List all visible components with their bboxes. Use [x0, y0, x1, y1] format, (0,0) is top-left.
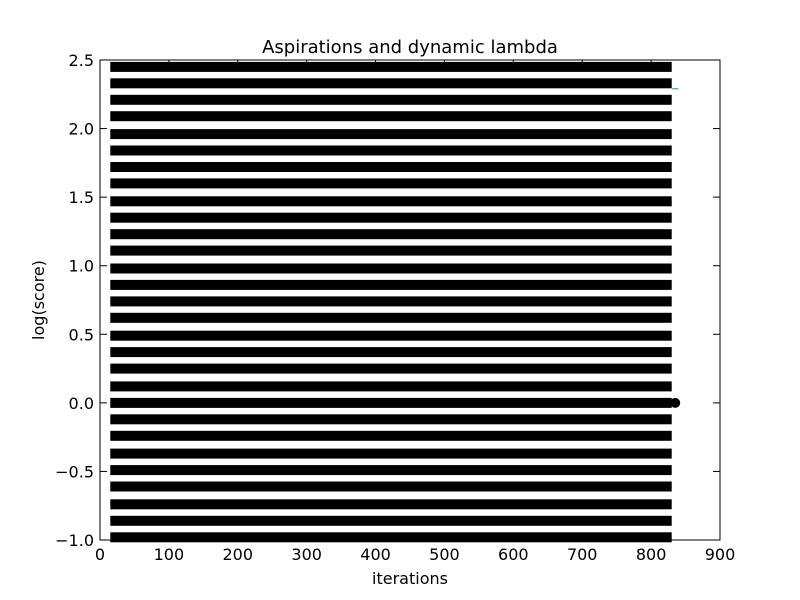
y-tick-label: 1.0 — [69, 257, 94, 276]
y-tick-label: 0.5 — [69, 325, 94, 344]
data-point-row — [110, 162, 672, 172]
data-point-row — [110, 515, 672, 526]
y-tick-label: 2.5 — [69, 51, 94, 70]
data-point-row — [110, 178, 672, 189]
x-tick-label: 0 — [95, 545, 105, 564]
x-tick-label: 200 — [223, 545, 254, 564]
x-tick-label: 800 — [636, 545, 667, 564]
data-point-row — [110, 61, 672, 72]
y-tick-label: 1.5 — [69, 188, 94, 207]
data-point-row — [110, 363, 672, 374]
axis-ticks: 0 100 200 300 400 500 600 700 800 900 −1.0 −0.5 0.0 0… — [55, 51, 735, 564]
data-point-row — [110, 212, 672, 223]
data-point-row — [110, 129, 672, 140]
data-point-row — [110, 481, 672, 492]
data-point-row — [110, 381, 672, 392]
data-point-row — [110, 499, 672, 510]
x-tick-label: 100 — [154, 545, 185, 564]
data-point-row — [110, 296, 672, 307]
x-tick-label: 400 — [360, 545, 391, 564]
y-tick-label: 0.0 — [69, 394, 94, 413]
plot-frame — [99, 59, 721, 541]
data-point-row — [110, 111, 672, 122]
x-tick-label: 300 — [291, 545, 322, 564]
y-tick-label: −0.5 — [55, 462, 94, 481]
x-tick-label: 700 — [567, 545, 598, 564]
data-point-row — [110, 263, 672, 274]
data-point-row — [110, 312, 672, 323]
data-point-endpoint — [670, 397, 681, 408]
data-point-row — [110, 245, 672, 256]
data-point-row — [110, 414, 672, 425]
data-point-row — [110, 347, 672, 358]
data-point-row — [110, 532, 672, 543]
data-point-row — [110, 465, 672, 476]
data-point-row — [110, 145, 672, 156]
x-tick-label: 900 — [705, 545, 736, 564]
data-marks — [110, 61, 681, 543]
y-tick-label: −1.0 — [55, 531, 94, 550]
data-point-row — [110, 196, 672, 207]
x-axis-label: iterations — [372, 569, 448, 588]
data-point-row — [110, 229, 672, 240]
data-point-row — [110, 94, 672, 105]
x-tick-label: 600 — [498, 545, 529, 564]
y-axis-label: log(score) — [29, 260, 48, 340]
data-point-row — [110, 448, 672, 459]
x-tick-label: 500 — [429, 545, 460, 564]
data-point-row — [110, 397, 672, 408]
data-point-row — [110, 430, 672, 441]
data-point-row — [110, 279, 672, 290]
data-point-row — [110, 78, 672, 89]
data-point-row — [110, 330, 672, 341]
y-tick-label: 2.0 — [69, 120, 94, 139]
chart-title: Aspirations and dynamic lambda — [262, 37, 558, 58]
